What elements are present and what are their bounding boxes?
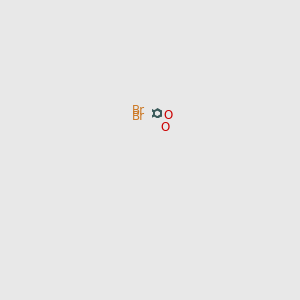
Text: Br: Br bbox=[132, 104, 145, 117]
Text: O: O bbox=[164, 109, 173, 122]
Text: Br: Br bbox=[132, 110, 145, 123]
Text: O: O bbox=[160, 121, 169, 134]
